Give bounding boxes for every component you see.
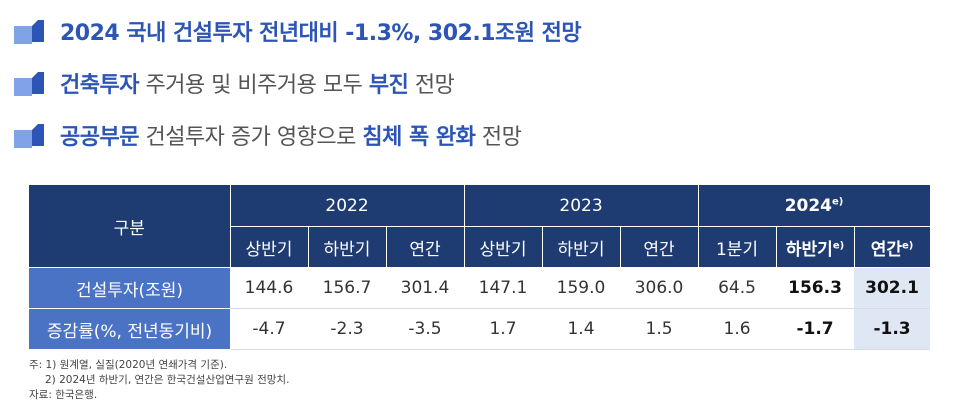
bullet-1-text: 2024 국내 건설투자 전년대비 -1.3%, 302.1조원 전망 bbox=[60, 21, 582, 46]
bullet-cube-icon bbox=[14, 20, 44, 44]
table-row: 증감률(%, 전년동기비) -4.7 -2.3 -3.5 1.7 1.4 1.5… bbox=[29, 308, 931, 350]
sub-header-2023-h1: 상반기 bbox=[464, 226, 543, 268]
table-cell: -3.5 bbox=[386, 308, 465, 350]
bullet-3-keyword-2: 침체 폭 완화 bbox=[362, 125, 476, 150]
sub-header-2024-h2: 하반기e) bbox=[776, 226, 855, 268]
year-header-2022: 2022 bbox=[230, 185, 465, 227]
table-cell: 306.0 bbox=[620, 267, 699, 309]
table-cell: 301.4 bbox=[386, 267, 465, 309]
corner-header: 구분 bbox=[29, 185, 231, 268]
bullet-2-keyword-2: 부진 bbox=[368, 73, 409, 98]
sub-header-2023-h2: 하반기 bbox=[542, 226, 621, 268]
table-cell: 1.4 bbox=[542, 308, 621, 350]
sub-header-2022-h2: 하반기 bbox=[308, 226, 387, 268]
bullet-2-tail: 전망 bbox=[408, 73, 455, 98]
bullet-2-plain: 주거용 및 비주거용 모두 bbox=[138, 73, 369, 98]
table-cell: 1.6 bbox=[698, 308, 777, 350]
bullet-cube-icon bbox=[14, 124, 44, 148]
table-cell: -1.7 bbox=[776, 308, 855, 350]
table-cell: 144.6 bbox=[230, 267, 308, 309]
sub-header-2022-h1: 상반기 bbox=[230, 226, 309, 268]
sub-header-2024-q1: 1분기 bbox=[698, 226, 777, 268]
table-cell: 159.0 bbox=[542, 267, 621, 309]
bullet-3-tail: 전망 bbox=[475, 125, 522, 150]
table-cell: 64.5 bbox=[698, 267, 777, 309]
bullet-cube-icon bbox=[14, 72, 44, 96]
bullet-2-text: 건축투자 주거용 및 비주거용 모두 부진 전망 bbox=[60, 67, 455, 99]
row-label: 증감률(%, 전년동기비) bbox=[29, 308, 230, 350]
sub-header-2024-annual: 연간e) bbox=[854, 226, 931, 268]
year-header-2023: 2023 bbox=[464, 185, 699, 227]
table-cell: -2.3 bbox=[308, 308, 386, 350]
table-cell: 156.7 bbox=[308, 267, 386, 309]
footnote-1: 주: 1) 원계열, 실질(2020년 연쇄가격 기준). bbox=[29, 359, 228, 371]
bullet-3: 공공부문 건설투자 증가 영향으로 침체 폭 완화 전망 bbox=[10, 114, 950, 156]
bullet-list: 2024 국내 건설투자 전년대비 -1.3%, 302.1조원 전망 건축투자… bbox=[10, 10, 950, 166]
sub-header-2022-annual: 연간 bbox=[386, 226, 465, 268]
bullet-1: 2024 국내 건설투자 전년대비 -1.3%, 302.1조원 전망 bbox=[10, 10, 950, 52]
footnotes: 주: 1) 원계열, 실질(2020년 연쇄가격 기준). 2) 2024년 하… bbox=[29, 358, 289, 403]
table-row: 건설투자(조원) 144.6 156.7 301.4 147.1 159.0 3… bbox=[29, 267, 931, 309]
construction-investment-table: 구분 2022 2023 2024e) 상반기 하반기 연간 상반기 하반기 연… bbox=[29, 185, 931, 350]
sub-header-2023-annual: 연간 bbox=[620, 226, 699, 268]
table-cell-highlight: -1.3 bbox=[854, 308, 931, 350]
table-cell: 1.7 bbox=[464, 308, 543, 350]
table-cell: 1.5 bbox=[620, 308, 699, 350]
bullet-3-keyword: 공공부문 bbox=[60, 125, 139, 150]
source-note: 자료: 한국은행. bbox=[29, 389, 98, 401]
table-cell: 147.1 bbox=[464, 267, 543, 309]
bullet-2-keyword: 건축투자 bbox=[60, 73, 139, 98]
bullet-2: 건축투자 주거용 및 비주거용 모두 부진 전망 bbox=[10, 62, 950, 104]
row-label: 건설투자(조원) bbox=[29, 267, 230, 309]
year-header-2024: 2024e) bbox=[698, 185, 931, 227]
table-cell: -4.7 bbox=[230, 308, 308, 350]
bullet-3-text: 공공부문 건설투자 증가 영향으로 침체 폭 완화 전망 bbox=[60, 119, 522, 151]
table-cell-highlight: 302.1 bbox=[854, 267, 931, 309]
footnote-2: 2) 2024년 하반기, 연간은 한국건설산업연구원 전망치. bbox=[45, 374, 290, 386]
bullet-3-plain: 건설투자 증가 영향으로 bbox=[138, 125, 363, 150]
table-cell: 156.3 bbox=[776, 267, 855, 309]
